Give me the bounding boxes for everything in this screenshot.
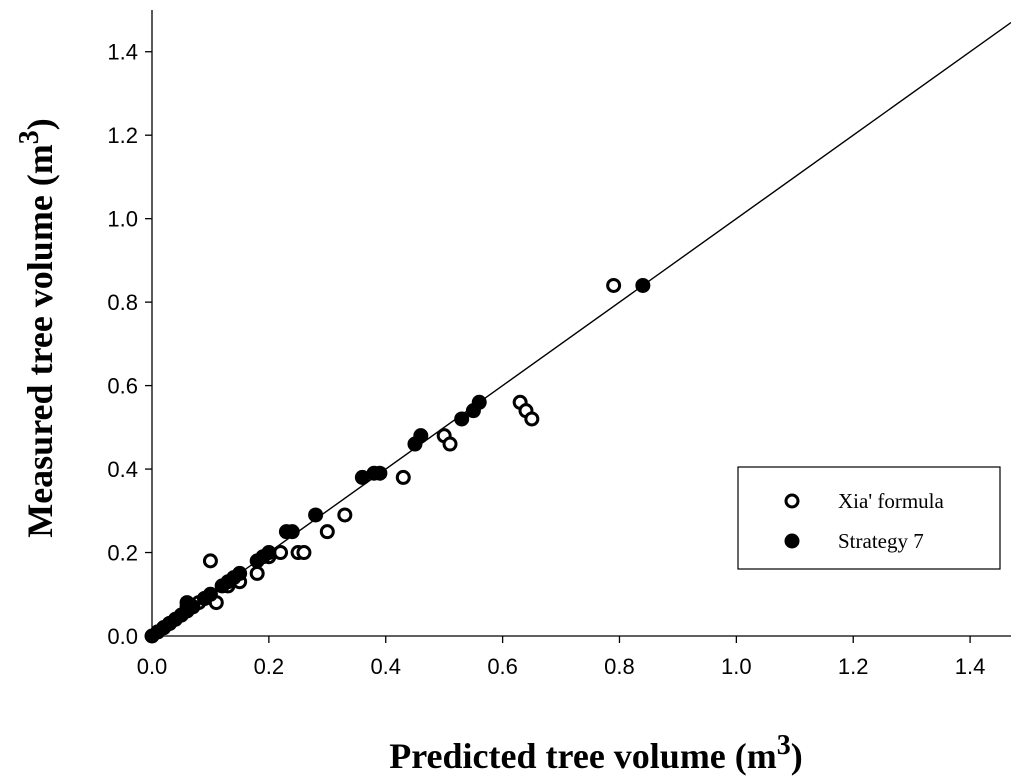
legend-label-xia: Xia' formula	[838, 489, 945, 513]
x-tick-label-2: 0.4	[370, 654, 401, 679]
legend: Xia' formula Strategy 7	[737, 466, 1001, 570]
legend-marker-filled	[784, 533, 800, 549]
x-tick-label-3: 0.6	[487, 654, 518, 679]
y-tick-label-0: 0.0	[107, 624, 138, 649]
y-axis-title-end: )	[20, 118, 60, 130]
strategy7-point-29	[635, 277, 651, 293]
y-tick-label-2: 0.4	[107, 457, 138, 482]
plot-area	[151, 10, 1011, 637]
xia-point-16	[319, 524, 335, 540]
x-tick-label-1: 0.2	[254, 654, 285, 679]
x-axis-title: Predicted tree volume (m3)	[389, 730, 803, 776]
strategy7-point-25	[413, 428, 429, 444]
y-axis-title: Measured tree volume (m3)	[14, 118, 60, 538]
x-tick-label-0: 0.0	[137, 654, 168, 679]
y-tick-label-3: 0.6	[107, 374, 138, 399]
legend-label-strategy: Strategy 7	[838, 529, 924, 553]
axis-ticks: 0.0 0.2 0.4 0.6 0.8 1.0 1.2 1.4 0.0 0.2 0.4 0.6 0.8 1…	[107, 40, 985, 679]
strategy7-point-20	[308, 507, 324, 523]
strategy7-point-8	[185, 599, 201, 615]
strategy7-point-23	[372, 465, 388, 481]
strategy7-point-19	[284, 524, 300, 540]
y-axis-title-superscript: 3	[14, 130, 45, 144]
y-tick-label-4: 0.8	[107, 290, 138, 315]
x-tick-label-4: 0.8	[604, 654, 635, 679]
x-tick-label-5: 1.0	[721, 654, 752, 679]
xia-point-20	[442, 436, 458, 452]
x-axis-title-end: )	[791, 736, 803, 776]
strategy7-point-14	[232, 565, 248, 581]
xia-point-18	[395, 469, 411, 485]
y-tick-label-7: 1.4	[107, 40, 138, 65]
xia-point-7	[202, 553, 218, 569]
x-axis-title-superscript: 3	[777, 730, 791, 761]
strategy7-point-21	[354, 469, 370, 485]
y-tick-label-1: 0.2	[107, 541, 138, 566]
strategy7-point-10	[202, 586, 218, 602]
strategy7-point-26	[454, 411, 470, 427]
legend-marker-open	[784, 493, 800, 509]
legend-box	[737, 466, 1001, 570]
data-points	[144, 277, 651, 644]
xia-point-11	[249, 565, 265, 581]
xia-point-17	[337, 507, 353, 523]
xia-point-23	[524, 411, 540, 427]
strategy7-point-17	[261, 545, 277, 561]
strategy7-point-28	[471, 394, 487, 410]
x-tick-label-7: 1.4	[955, 654, 986, 679]
x-tick-label-6: 1.2	[838, 654, 869, 679]
y-tick-label-6: 1.2	[107, 123, 138, 148]
xia-point-15	[296, 545, 312, 561]
y-tick-label-5: 1.0	[107, 207, 138, 232]
xia-point-24	[606, 277, 622, 293]
